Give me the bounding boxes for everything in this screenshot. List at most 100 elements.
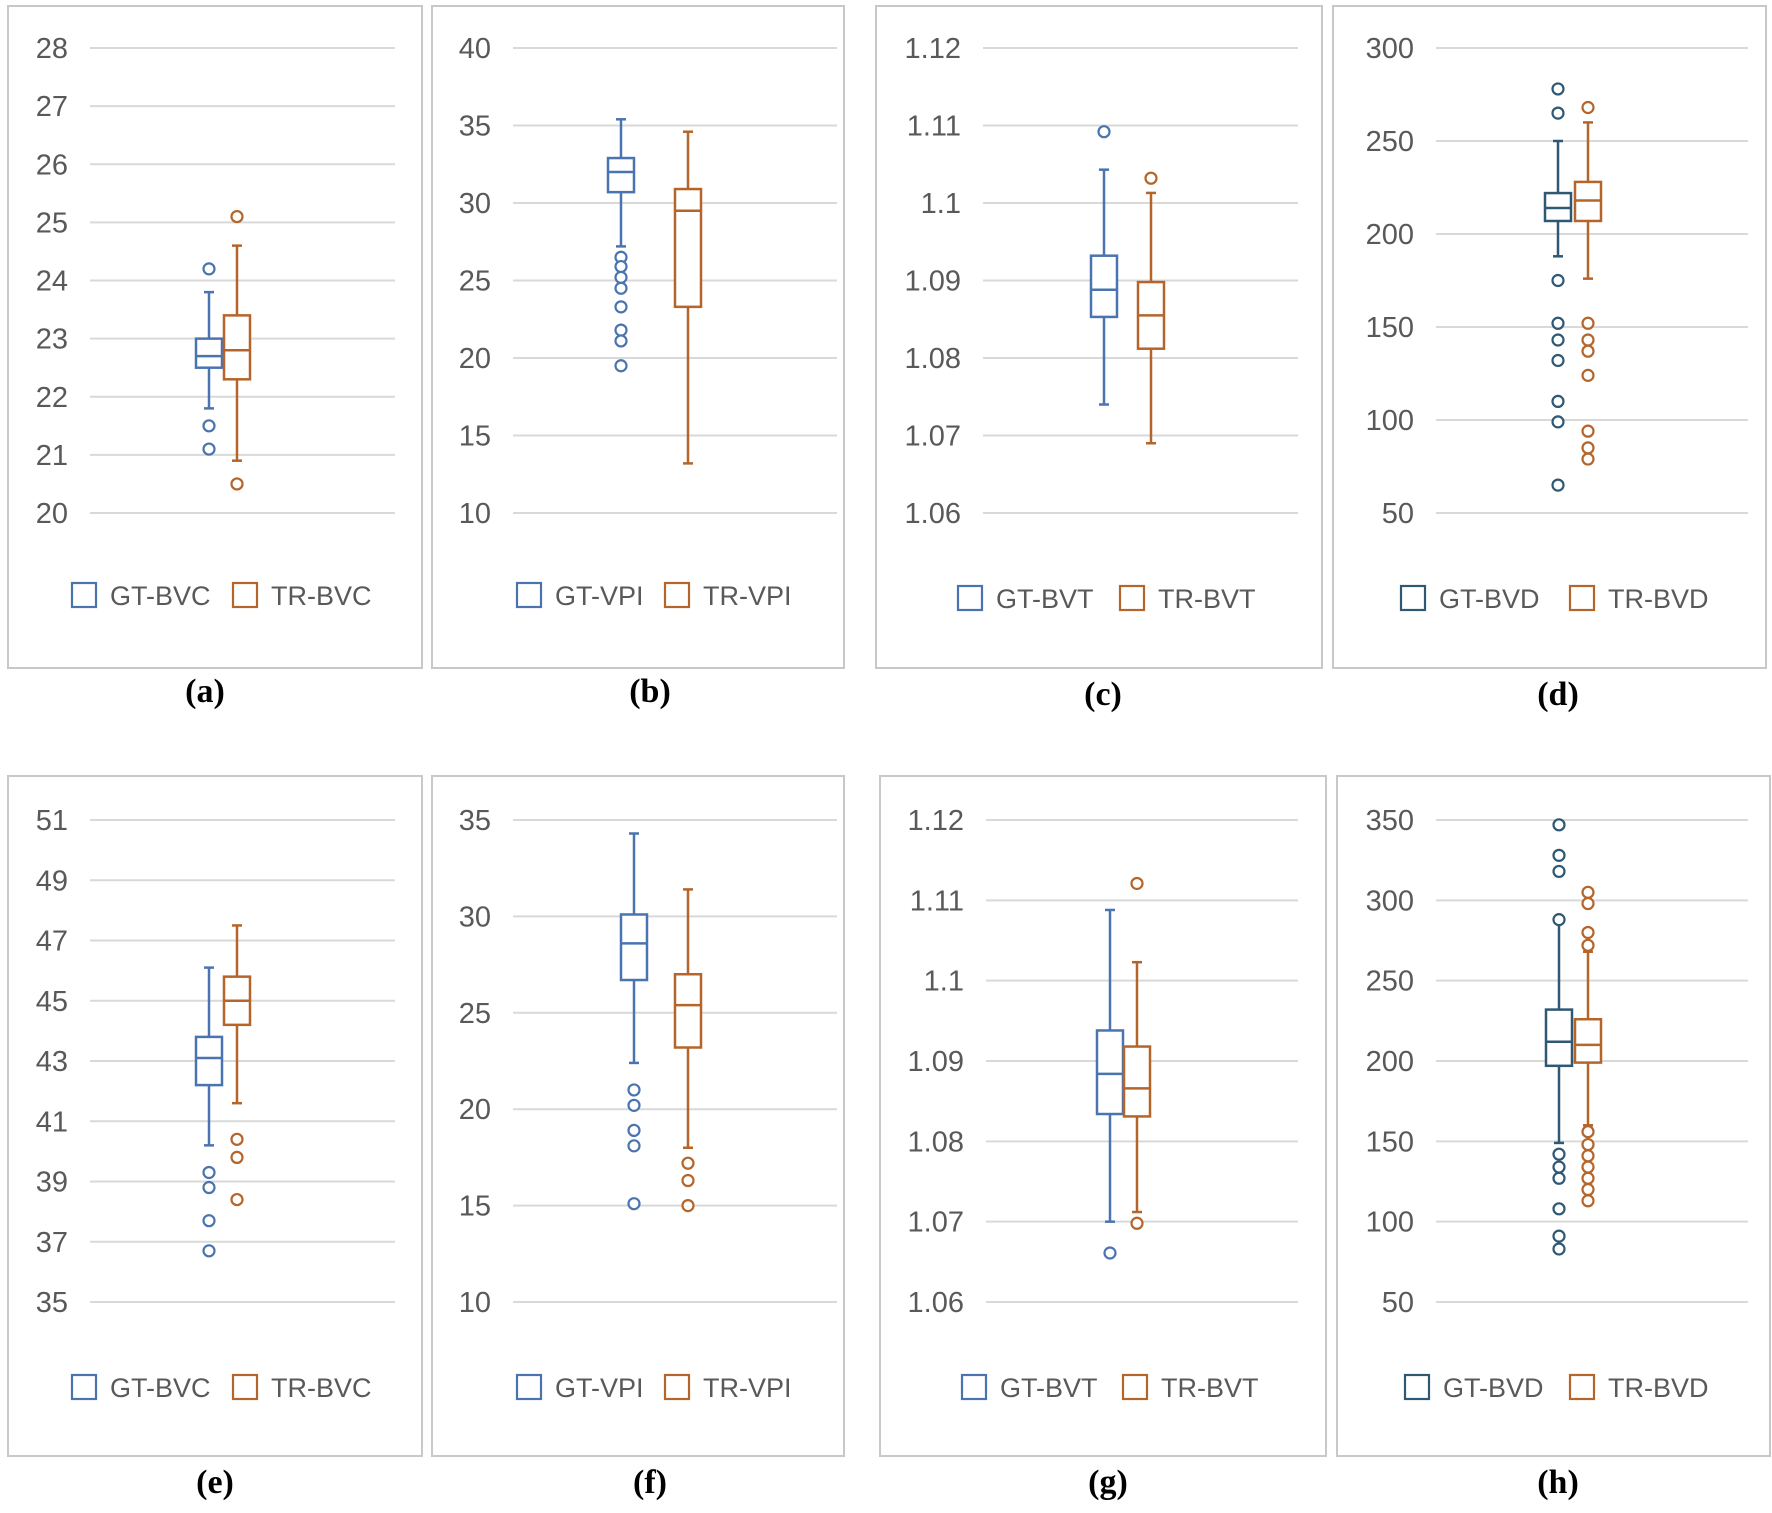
y-tick-label: 28 <box>36 33 68 65</box>
box-iqr <box>1544 1008 1574 1068</box>
outlier-point <box>1581 925 1595 940</box>
box-series-gt-bvt <box>1095 908 1125 1260</box>
outlier-point <box>1144 171 1158 185</box>
legend-swatch <box>515 581 543 609</box>
y-tick-label: 45 <box>36 986 68 1018</box>
y-tick-label: 35 <box>459 111 491 143</box>
outlier-point <box>1551 316 1565 330</box>
outlier-point <box>1551 353 1565 368</box>
legend-label: GT-BVC <box>110 581 211 611</box>
outlier-point <box>1581 452 1595 466</box>
legend-swatch <box>1568 1373 1596 1401</box>
legend-label: TR-VPI <box>703 1373 792 1403</box>
panel-caption: (e) <box>196 1464 234 1501</box>
y-tick-label: 30 <box>459 901 491 933</box>
outlier-point <box>1551 394 1565 408</box>
legend-label: GT-BVT <box>996 584 1094 614</box>
panel-caption: (a) <box>185 673 225 710</box>
outlier-point <box>1552 848 1566 862</box>
panel-caption: (b) <box>629 673 671 710</box>
y-tick-label: 20 <box>459 1094 491 1126</box>
outlier-point <box>202 442 216 456</box>
box-iqr <box>606 156 636 194</box>
outlier-point <box>230 1132 244 1146</box>
legend-label: GT-BVD <box>1443 1373 1544 1403</box>
y-tick-label: 10 <box>459 498 491 530</box>
outlier-point <box>1097 125 1111 139</box>
outlier-point <box>681 1198 695 1213</box>
legend-swatch <box>70 581 98 609</box>
outlier-point <box>1551 415 1565 429</box>
legend-swatch <box>1118 584 1146 612</box>
y-tick-label: 1.08 <box>908 1126 964 1158</box>
box-series-tr-bvd <box>1573 100 1603 466</box>
legend-swatch <box>70 1373 98 1401</box>
legend-label: TR-BVC <box>271 1373 372 1403</box>
legend-swatch <box>231 581 259 609</box>
box-iqr <box>673 972 703 1049</box>
y-tick-label: 26 <box>36 149 68 181</box>
y-tick-label: 21 <box>36 440 68 472</box>
y-tick-label: 25 <box>459 266 491 298</box>
outlier-point <box>1581 1182 1595 1197</box>
box-iqr <box>673 187 703 309</box>
outlier-point <box>1552 1147 1566 1161</box>
y-tick-label: 35 <box>36 1287 68 1319</box>
box-series-tr-vpi <box>673 130 703 465</box>
legend-label: TR-VPI <box>703 581 792 611</box>
y-tick-label: 350 <box>1366 805 1414 837</box>
outlier-point <box>627 1083 641 1097</box>
outlier-point <box>614 323 628 337</box>
y-tick-label: 1.11 <box>910 885 964 917</box>
panel-caption: (c) <box>1084 676 1122 713</box>
outlier-point <box>202 1244 216 1258</box>
outlier-point <box>230 1192 244 1207</box>
outlier-point <box>627 1139 641 1153</box>
y-tick-label: 1.06 <box>908 1287 964 1319</box>
y-tick-label: 24 <box>36 266 68 298</box>
outlier-point <box>1581 333 1595 347</box>
outlier-point <box>1551 82 1565 96</box>
outlier-point <box>1552 913 1566 927</box>
outlier-point <box>1581 1194 1595 1208</box>
y-tick-label: 300 <box>1366 33 1414 65</box>
legend-swatch <box>515 1373 543 1401</box>
panel-frame <box>431 775 845 1457</box>
outlier-point <box>627 1098 641 1112</box>
y-tick-label: 1.09 <box>905 266 961 298</box>
y-tick-label: 150 <box>1366 312 1414 344</box>
y-tick-label: 1.07 <box>905 421 961 453</box>
y-tick-label: 300 <box>1366 885 1414 917</box>
outlier-point <box>1551 333 1565 347</box>
y-tick-label: 1.11 <box>907 111 961 143</box>
y-tick-label: 23 <box>36 324 68 356</box>
outlier-point <box>230 209 244 224</box>
outlier-point <box>614 270 628 284</box>
outlier-point <box>202 1180 216 1195</box>
chart-panel-f: 10 15 20 25 30 35 GT-VPI TR-VPI (f) <box>431 775 845 1501</box>
box-iqr <box>1095 1029 1125 1116</box>
chart-panel-g: 1.06 1.07 1.08 1.09 1.1 1.11 1.12 GT-BVT TR-BVT (… <box>879 775 1327 1501</box>
y-tick-label: 20 <box>459 343 491 375</box>
outlier-point <box>614 259 628 274</box>
chart-panel-e: 35 37 39 41 43 45 47 49 51 GT-BVC TR-BVC (e) <box>7 775 423 1501</box>
y-tick-label: 41 <box>36 1106 68 1138</box>
y-tick-label: 10 <box>459 1287 491 1319</box>
box-iqr <box>194 337 224 369</box>
y-tick-label: 43 <box>36 1046 68 1078</box>
y-tick-label: 50 <box>1382 1287 1414 1319</box>
panel-caption: (g) <box>1088 1464 1128 1501</box>
panel-frame <box>7 775 423 1457</box>
outlier-point <box>1581 368 1595 382</box>
box-iqr <box>194 1035 224 1087</box>
legend-swatch <box>960 1373 988 1401</box>
legend-label: GT-BVC <box>110 1373 211 1403</box>
y-tick-label: 250 <box>1366 126 1414 158</box>
y-tick-label: 150 <box>1366 1126 1414 1158</box>
chart-panel-d: 50 100 150 200 250 300 GT-BVD TR-BVD (d) <box>1332 5 1767 713</box>
outlier-point <box>1551 273 1565 288</box>
legend-label: TR-BVT <box>1161 1373 1259 1403</box>
outlier-point <box>627 1197 641 1211</box>
outlier-point <box>1581 100 1595 115</box>
